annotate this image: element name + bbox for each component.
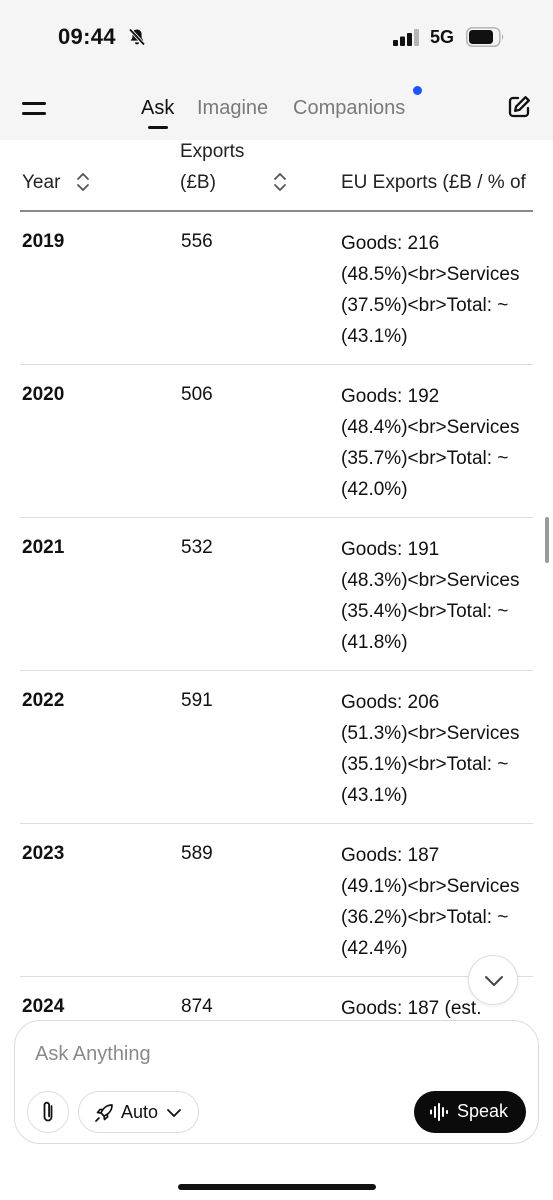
eu-line: (35.7%)<br>Total: ~: [341, 448, 509, 469]
eu-line: (49.1%)<br>Services: [341, 876, 520, 897]
signal-icon: [393, 29, 419, 46]
mode-label: Auto: [121, 1102, 159, 1122]
table-row: 2019 556 Goods: 216 (48.5%)<br>Services …: [0, 212, 553, 365]
scroll-down-button[interactable]: [468, 955, 518, 1005]
header-exports-line2: (£B): [180, 172, 216, 193]
cell-year: 2020: [22, 384, 65, 405]
data-table: Year Exports (£B) EU Exports (£B / % of …: [0, 140, 553, 1020]
table-row: 2021 532 Goods: 191 (48.3%)<br>Services …: [0, 518, 553, 671]
chevron-down-icon: [167, 1109, 181, 1117]
rocket-icon: [95, 1104, 113, 1122]
notification-dot: [413, 86, 422, 95]
table-header: Year Exports (£B) EU Exports (£B / % of: [0, 140, 553, 212]
bell-slash-icon: [128, 28, 146, 46]
table-row: 2020 506 Goods: 192 (48.4%)<br>Services …: [0, 365, 553, 518]
header-year[interactable]: Year: [22, 172, 61, 193]
cell-exports: 589: [181, 843, 213, 864]
eu-line: (42.0%): [341, 479, 408, 500]
cell-exports: 874: [181, 996, 213, 1017]
eu-line: Goods: 192: [341, 386, 440, 407]
eu-line: (48.3%)<br>Services: [341, 570, 520, 591]
attach-button[interactable]: [27, 1091, 69, 1133]
header-exports-line1: Exports: [180, 141, 245, 162]
tab-imagine[interactable]: Imagine: [197, 97, 269, 119]
row-divider: [20, 517, 533, 518]
message-composer[interactable]: Ask Anything Auto Speak: [14, 1020, 539, 1144]
cell-eu-exports: Goods: 191 (48.3%)<br>Services (35.4%)<b…: [341, 534, 533, 658]
cell-year: 2024: [22, 996, 65, 1017]
eu-line: (43.1%): [341, 326, 408, 347]
eu-line: (48.4%)<br>Services: [341, 417, 520, 438]
cell-eu-exports: Goods: 192 (48.4%)<br>Services (35.7%)<b…: [341, 381, 533, 505]
home-indicator: [178, 1184, 376, 1190]
tab-ask[interactable]: Ask: [141, 97, 175, 119]
cell-eu-exports: Goods: 187 (49.1%)<br>Services (36.2%)<b…: [341, 840, 533, 964]
table-row: 2024 874 Goods: 187 (est.: [0, 977, 553, 1020]
eu-line: (36.2%)<br>Total: ~: [341, 907, 509, 928]
eu-line: (35.4%)<br>Total: ~: [341, 601, 509, 622]
battery-icon: [466, 27, 504, 47]
eu-line: Goods: 216: [341, 233, 440, 254]
eu-line: (48.5%)<br>Services: [341, 264, 520, 285]
cell-eu-exports: Goods: 187 (est.: [341, 993, 533, 1020]
sort-icon[interactable]: [75, 171, 91, 193]
speak-label: Speak: [457, 1101, 509, 1121]
cell-eu-exports: Goods: 216 (48.5%)<br>Services (37.5%)<b…: [341, 228, 533, 352]
eu-line: (43.1%): [341, 785, 408, 806]
eu-line: (42.4%): [341, 938, 408, 959]
cell-exports: 532: [181, 537, 213, 558]
menu-icon[interactable]: [22, 100, 48, 118]
eu-line: Goods: 187 (est.: [341, 998, 482, 1019]
row-divider: [20, 823, 533, 824]
cell-year: 2019: [22, 231, 65, 252]
eu-line: (37.5%)<br>Total: ~: [341, 295, 509, 316]
eu-line: Goods: 187: [341, 845, 440, 866]
cell-year: 2021: [22, 537, 65, 558]
speak-button[interactable]: Speak: [414, 1091, 526, 1133]
cell-exports: 556: [181, 231, 213, 252]
cell-year: 2022: [22, 690, 65, 711]
network-label: 5G: [430, 27, 455, 47]
table-row: 2023 589 Goods: 187 (49.1%)<br>Services …: [0, 824, 553, 977]
eu-line: (41.8%): [341, 632, 408, 653]
active-tab-indicator: [148, 126, 168, 129]
table-row: 2022 591 Goods: 206 (51.3%)<br>Services …: [0, 671, 553, 824]
header-exports[interactable]: Exports (£B): [180, 140, 244, 198]
tab-companions[interactable]: Companions: [293, 97, 406, 119]
cell-eu-exports: Goods: 206 (51.3%)<br>Services (35.1%)<b…: [341, 687, 533, 811]
eu-line: Goods: 191: [341, 539, 440, 560]
row-divider: [20, 670, 533, 671]
app-header: Ask Imagine Companions: [0, 76, 553, 140]
compose-icon[interactable]: [506, 94, 532, 120]
chevron-down-icon: [485, 976, 503, 986]
paperclip-icon: [43, 1101, 53, 1122]
cell-exports: 591: [181, 690, 213, 711]
cell-year: 2023: [22, 843, 65, 864]
waveform-icon: [430, 1103, 448, 1121]
eu-line: (35.1%)<br>Total: ~: [341, 754, 509, 775]
row-divider: [20, 976, 533, 977]
header-divider: [20, 210, 533, 212]
sort-icon[interactable]: [272, 171, 288, 193]
eu-line: (51.3%)<br>Services: [341, 723, 520, 744]
status-bar: 09:44 5G: [0, 0, 553, 76]
row-divider: [20, 364, 533, 365]
header-eu-exports[interactable]: EU Exports (£B / % of: [341, 172, 526, 193]
message-input[interactable]: Ask Anything: [35, 1043, 151, 1065]
mode-selector-button[interactable]: Auto: [78, 1091, 199, 1133]
status-time: 09:44: [58, 24, 116, 49]
cell-exports: 506: [181, 384, 213, 405]
eu-line: Goods: 206: [341, 692, 440, 713]
scrollbar-thumb[interactable]: [545, 517, 549, 563]
